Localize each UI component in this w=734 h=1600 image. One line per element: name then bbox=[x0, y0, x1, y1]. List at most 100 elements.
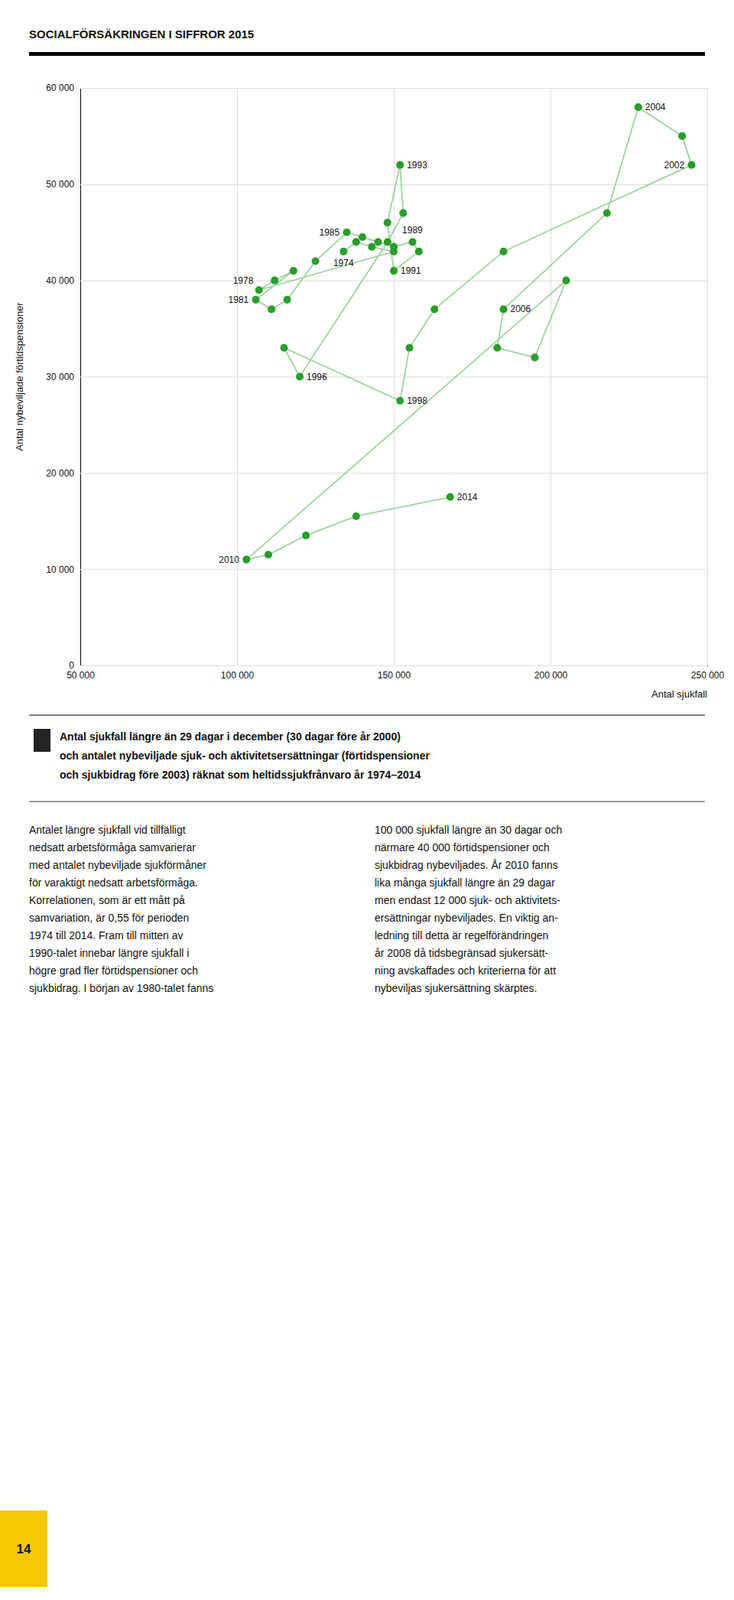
point-label: 2014 bbox=[457, 491, 478, 503]
point-label: 1993 bbox=[406, 159, 428, 171]
marker bbox=[415, 247, 423, 256]
marker bbox=[383, 237, 392, 246]
marker bbox=[499, 247, 507, 256]
point-label: 1989 bbox=[402, 224, 423, 236]
header-rule bbox=[29, 51, 705, 56]
x-tick-label: 50 000 bbox=[66, 669, 95, 681]
y-grid-line bbox=[80, 568, 708, 570]
body-text: 100 000 sjukfall längre än 30 dagar och bbox=[374, 823, 562, 836]
caption-line: och antalet nybeviljade sjuk- och aktivi… bbox=[59, 749, 430, 762]
point-label: 2006 bbox=[510, 303, 532, 315]
body-text: med antalet nybeviljade sjukförmåner bbox=[29, 858, 207, 871]
body-text: men endast 12 000 sjuk- och aktivitets- bbox=[374, 893, 561, 907]
body-text: Korrelationen, som är ett mått på bbox=[29, 893, 186, 907]
y-tick: 40 000 bbox=[45, 275, 708, 286]
point-label: 2002 bbox=[663, 159, 685, 171]
y-grid-line bbox=[80, 376, 708, 378]
marker bbox=[383, 218, 392, 227]
plot-area bbox=[242, 103, 696, 564]
x-tick: 150 000 bbox=[377, 87, 412, 681]
marker bbox=[358, 233, 367, 241]
caption-swatch bbox=[33, 728, 51, 752]
marker bbox=[302, 531, 310, 540]
body-text: 1974 till 2014. Fram till mitten av bbox=[29, 928, 184, 942]
body-text: ledning till detta är regelförändringen bbox=[374, 928, 549, 942]
point-label: 1985 bbox=[318, 227, 340, 238]
body-text: år 2008 då tidsbegränsad sjukersätt- bbox=[374, 946, 549, 959]
marker bbox=[367, 243, 376, 251]
point-label: 1981 bbox=[228, 294, 250, 306]
x-axis: 50 000 100 000 150 000 200 000 250 000 bbox=[66, 87, 725, 681]
body-text: lika många sjukfall längre än 29 dagar bbox=[374, 876, 556, 889]
marker bbox=[264, 550, 273, 559]
y-axis-title: Antal nybeviljade förtidspensioner bbox=[13, 302, 26, 452]
page: SOCIALFÖRSÄKRINGEN I SIFFROR 2015 50 000 1… bbox=[0, 0, 734, 1600]
x-tick: 200 000 bbox=[534, 87, 569, 681]
marker bbox=[396, 161, 404, 169]
y-tick-label: 50 000 bbox=[45, 178, 75, 190]
caption-rule bbox=[29, 801, 705, 803]
marker bbox=[389, 243, 398, 251]
y-grid-line bbox=[80, 665, 708, 666]
body-text: sjukbidrag. I början av 1980-talet fanns bbox=[29, 981, 214, 994]
y-tick-label: 40 000 bbox=[45, 275, 75, 286]
marker bbox=[289, 266, 298, 275]
marker bbox=[342, 228, 351, 237]
y-grid-line bbox=[80, 472, 708, 474]
marker bbox=[311, 256, 319, 265]
body-text: nedsatt arbetsförmåga samvarierar bbox=[29, 841, 196, 854]
y-tick: 10 000 bbox=[45, 564, 708, 575]
marker bbox=[396, 396, 404, 405]
point-labels: 1974197819811985198919911993199619982002… bbox=[218, 101, 685, 565]
marker bbox=[267, 305, 276, 313]
body-text: närmare 40 000 förtidspensioner och bbox=[374, 841, 550, 854]
caption-line: Antal sjukfall längre än 29 dagar i dece… bbox=[59, 730, 401, 743]
marker bbox=[409, 237, 417, 246]
marker bbox=[446, 493, 455, 501]
marker bbox=[389, 266, 398, 275]
x-axis-title: Antal sjukfall bbox=[651, 688, 708, 700]
marker bbox=[270, 276, 279, 285]
marker bbox=[493, 344, 501, 352]
point-label: 1991 bbox=[400, 265, 422, 277]
x-axis-line bbox=[81, 87, 709, 666]
x-tick-label: 150 000 bbox=[377, 669, 412, 681]
marker bbox=[252, 295, 260, 304]
connecting-line bbox=[246, 107, 692, 559]
marker bbox=[634, 103, 643, 111]
marker bbox=[687, 161, 696, 169]
title: SOCIALFÖRSÄKRINGEN I SIFFROR 2015 bbox=[29, 27, 254, 41]
body-text: ning avskaffades och kriterierna för att bbox=[374, 964, 556, 977]
y-tick-label: 60 000 bbox=[45, 82, 75, 94]
y-tick-label: 20 000 bbox=[45, 467, 75, 479]
x-tick-label: 250 000 bbox=[691, 669, 725, 681]
y-grid-line bbox=[80, 87, 708, 89]
marker bbox=[399, 209, 407, 218]
y-grid-line bbox=[80, 184, 708, 186]
caption-line: och sjukbidrag före 2003) räknat som hel… bbox=[59, 768, 422, 781]
point-label: 1996 bbox=[306, 371, 328, 383]
y-tick-label: 30 000 bbox=[45, 371, 75, 383]
x-tick: 100 000 bbox=[220, 87, 255, 681]
marker bbox=[242, 555, 251, 564]
body-text: samvariation, är 0,55 för perioden bbox=[29, 911, 189, 924]
body-text: sjukbidrag nybeviljades. År 2010 fanns bbox=[374, 858, 559, 871]
y-tick: 30 000 bbox=[45, 371, 708, 383]
marker bbox=[352, 512, 361, 520]
body-text: högre grad fler förtidspensioner och bbox=[29, 964, 199, 977]
y-tick-label: 0 bbox=[68, 659, 75, 671]
y-tick: 50 000 bbox=[45, 178, 708, 190]
body-text: Antalet längre sjukfall vid tillfälligt bbox=[29, 823, 186, 836]
marker bbox=[499, 305, 507, 313]
body-text: 1990-talet innebar längre sjukfall i bbox=[29, 946, 189, 959]
marker bbox=[295, 372, 304, 380]
x-tick-label: 100 000 bbox=[220, 669, 255, 681]
marker bbox=[678, 132, 686, 140]
marker bbox=[283, 295, 292, 304]
x-tick-label: 200 000 bbox=[534, 669, 569, 681]
y-axis-line bbox=[81, 88, 709, 666]
y-tick: 60 000 bbox=[45, 82, 708, 94]
marker bbox=[339, 247, 348, 256]
marker bbox=[279, 344, 288, 352]
point-label: 1978 bbox=[233, 275, 254, 286]
